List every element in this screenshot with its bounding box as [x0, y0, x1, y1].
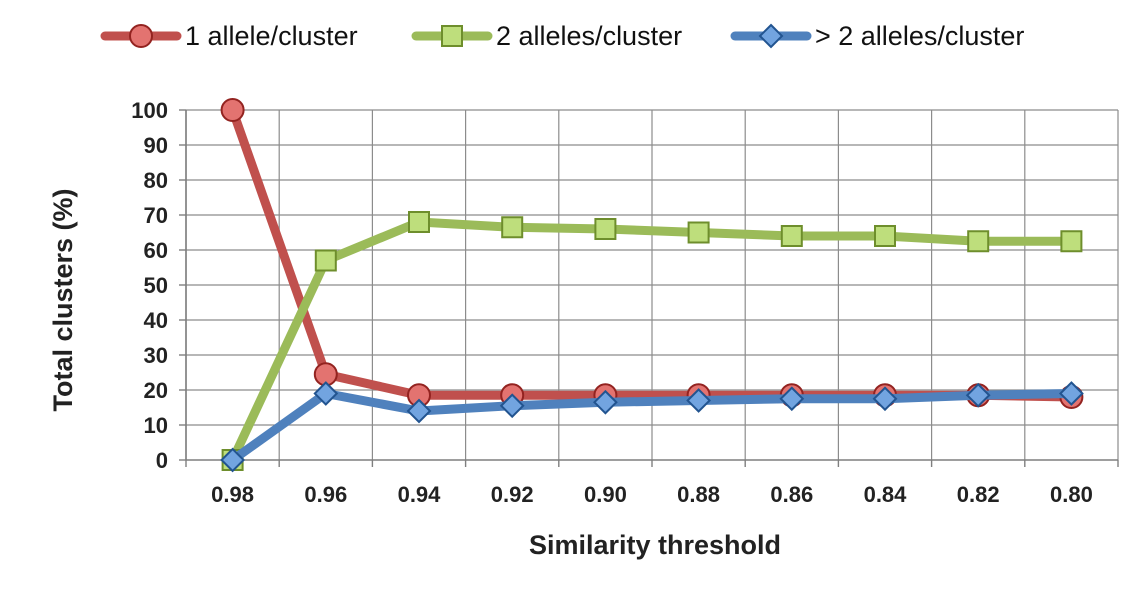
y-tick-label: 30	[144, 343, 168, 368]
legend-marker	[129, 24, 153, 48]
x-tick-label: 0.94	[398, 482, 442, 507]
data-point-3-9	[965, 382, 991, 408]
data-point-1-1	[220, 98, 245, 122]
x-tick-label: 0.88	[677, 482, 720, 507]
y-axis-title: Total clusters (%)	[48, 188, 78, 411]
y-tick-label: 90	[144, 133, 168, 158]
data-point-3-8	[872, 386, 898, 412]
series-2	[221, 211, 1083, 471]
data-point-2-3	[408, 211, 430, 233]
y-tick-label: 80	[144, 168, 168, 193]
data-point-3-1	[220, 447, 246, 473]
series-line-3	[228, 389, 1076, 465]
y-tick-label: 50	[144, 273, 168, 298]
data-point-2-9	[967, 230, 990, 253]
data-point-2-8	[874, 225, 896, 247]
series-3	[220, 381, 1084, 473]
legend-marker	[441, 25, 463, 47]
x-tick-label: 0.98	[211, 482, 254, 507]
x-tick-label: 0.90	[584, 482, 627, 507]
legend-item-2: 2 alleles/cluster	[411, 21, 682, 51]
legend-item-3: > 2 alleles/cluster	[730, 21, 1024, 51]
data-point-3-4	[499, 393, 525, 419]
data-point-3-3	[406, 398, 432, 424]
y-tick-label: 40	[144, 308, 168, 333]
data-point-3-2	[313, 381, 339, 406]
x-axis-title: Similarity threshold	[529, 530, 781, 560]
legend-label: 2 alleles/cluster	[496, 21, 682, 51]
legend-label: > 2 alleles/cluster	[815, 21, 1024, 51]
data-point-2-10	[1060, 230, 1083, 253]
y-tick-label: 10	[144, 413, 168, 438]
y-tick-label: 20	[144, 378, 168, 403]
y-tick-label: 70	[144, 203, 168, 228]
tick-labels: 0 10 20 30 40 50 60 70 80 90 100 0.98 0.96 0.94 0.92 0.…	[131, 98, 1093, 507]
x-tick-label: 0.80	[1050, 482, 1093, 507]
data-point-3-7	[779, 386, 805, 412]
data-point-3-6	[686, 388, 712, 413]
series-line-2	[228, 217, 1076, 465]
data-point-3-10	[1058, 381, 1084, 406]
y-tick-label: 100	[131, 98, 168, 123]
legend-label: 1 allele/cluster	[185, 21, 358, 51]
x-tick-label: 0.92	[491, 482, 534, 507]
x-tick-label: 0.96	[304, 482, 347, 507]
data-point-2-5	[594, 218, 617, 240]
legend-item-1: 1 allele/cluster	[100, 21, 358, 51]
y-tick-label: 60	[144, 238, 168, 263]
x-tick-label: 0.86	[770, 482, 813, 507]
x-tick-label: 0.84	[864, 482, 908, 507]
data-point-2-6	[687, 221, 710, 244]
data-point-2-4	[501, 216, 524, 239]
x-tick-label: 0.82	[957, 482, 1000, 507]
data-point-2-7	[780, 225, 803, 247]
data-point-2-2	[314, 249, 337, 272]
legend-marker	[758, 23, 784, 49]
y-tick-label: 0	[156, 448, 168, 473]
axes	[179, 109, 1119, 467]
data-point-3-5	[592, 389, 618, 415]
series-layer	[220, 98, 1084, 473]
legend: 1 allele/cluster 2 alleles/cluster > 2 all…	[100, 21, 1024, 51]
